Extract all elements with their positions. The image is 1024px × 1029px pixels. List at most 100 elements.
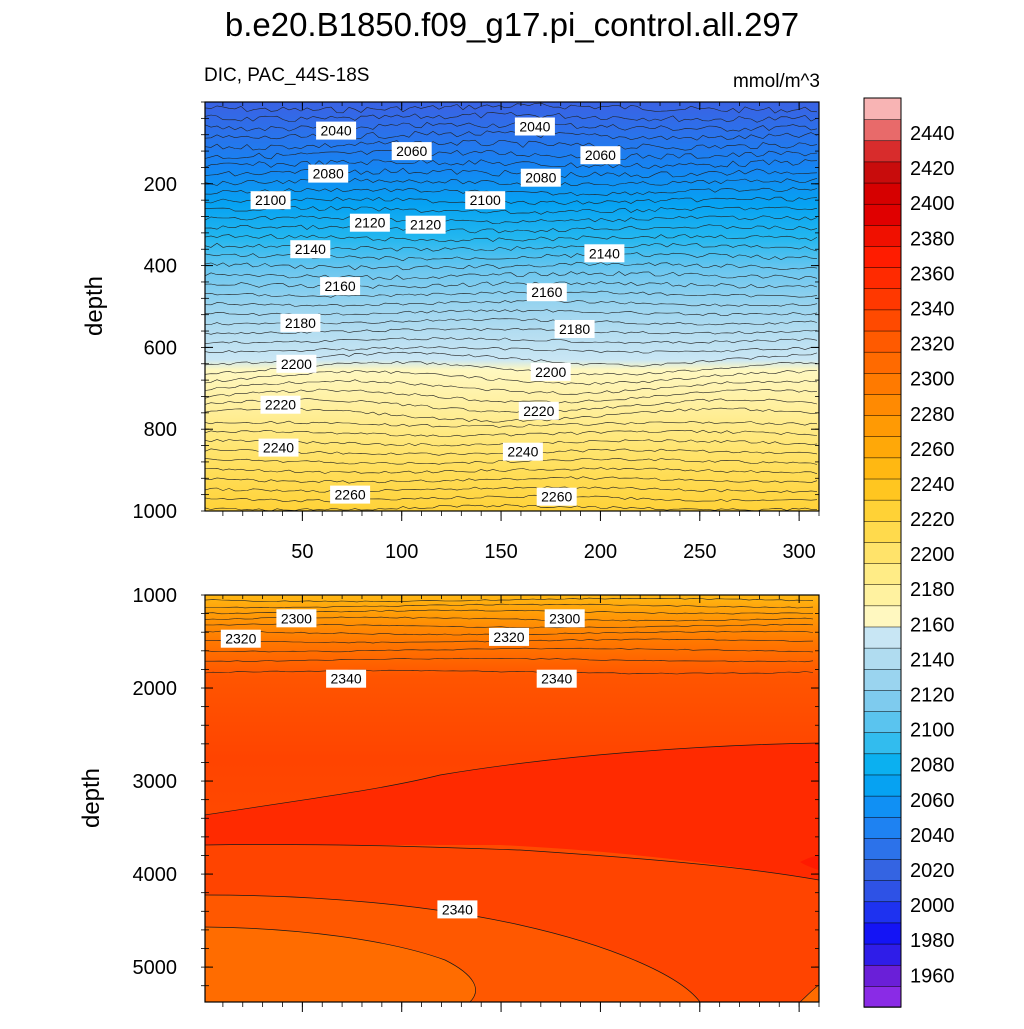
- contour-label-text: 2220: [265, 397, 296, 413]
- colorbar-tick-label: 2440: [910, 123, 955, 145]
- contour-line: [205, 111, 818, 123]
- contour-line: [205, 149, 818, 160]
- contour-line: [205, 234, 818, 243]
- contour-line: [205, 346, 817, 354]
- colorbar-swatch: [863, 774, 902, 797]
- contour-line: [205, 205, 818, 215]
- colorbar-tick-label: 1960: [910, 965, 955, 987]
- contour-label: 2340: [437, 900, 478, 919]
- contour-line: [205, 139, 818, 151]
- colorbar-swatch: [863, 816, 902, 839]
- contour-line: [205, 467, 818, 474]
- contour-label-box: [349, 213, 390, 232]
- colorbar-tick-label: 2040: [910, 825, 955, 847]
- contour-label-box: [536, 487, 577, 506]
- colorbar-swatch: [863, 203, 902, 226]
- contour-label-text: 2260: [541, 489, 572, 505]
- contour-line: [205, 844, 819, 881]
- contour-label: 2060: [580, 146, 621, 165]
- lower-panel-frame: [204, 594, 820, 1003]
- colorbar-tick-label: 2240: [910, 474, 955, 496]
- contour-label-text: 2160: [325, 278, 356, 294]
- contour-label: 2300: [544, 609, 585, 628]
- colorbar-tick-label: 2280: [910, 404, 955, 426]
- contour-label: 2120: [405, 215, 446, 234]
- colorbar-tick-label: 2140: [910, 649, 955, 671]
- contour-label-box: [437, 900, 478, 919]
- contour-line: [205, 215, 818, 225]
- colorbar-swatch: [863, 795, 902, 818]
- colorbar-tick-label: 2360: [910, 263, 955, 285]
- upper-contour-labels: 2040 2040 2060 2060 2080 2080 2100 2100 2120 2120…: [250, 117, 625, 506]
- contour-label: 2080: [520, 168, 561, 187]
- contour-line: [205, 894, 701, 1002]
- upper-panel-frame: [204, 101, 820, 512]
- contour-label-box: [316, 121, 357, 140]
- contour-label-box: [584, 244, 625, 263]
- contour-label-text: 2080: [313, 166, 344, 182]
- contour-label: 2300: [276, 609, 317, 628]
- colorbar-swatch: [863, 837, 902, 860]
- contour-label: 2100: [250, 191, 291, 210]
- contour-line: [205, 420, 818, 428]
- colorbar-tick-label: 2220: [910, 509, 955, 531]
- contour-line: [205, 429, 818, 437]
- colorbar-tick-label: 2260: [910, 439, 955, 461]
- contour-line: [205, 327, 818, 335]
- colorbar-swatch: [863, 731, 902, 755]
- colorbar-swatch: [863, 668, 902, 691]
- units-subtitle: mmol/m^3: [733, 71, 820, 92]
- colorbar-swatch: [863, 605, 902, 628]
- contour-label-box: [258, 438, 299, 457]
- contour-line: [205, 121, 818, 132]
- contour-label: 2180: [280, 313, 321, 332]
- contour-line: [205, 647, 814, 653]
- contour-line: [205, 261, 818, 271]
- x-tick-label: 200: [584, 541, 617, 563]
- colorbar-tick-label: 2120: [910, 685, 955, 707]
- x-tick-label: 50: [291, 541, 313, 563]
- contour-line: [205, 388, 818, 404]
- colorbar-swatch: [863, 922, 902, 945]
- contour-line: [205, 407, 818, 423]
- contour-label: 2040: [514, 117, 555, 136]
- y-tick-label: 3000: [133, 771, 178, 793]
- colorbar-swatch: [863, 245, 902, 268]
- colorbar-swatch: [863, 943, 902, 966]
- colorbar-swatch: [863, 330, 902, 353]
- contour-label-box: [326, 669, 367, 688]
- contour-line: [205, 102, 818, 114]
- contour-label-box: [250, 191, 291, 210]
- contour-label-box: [514, 117, 555, 136]
- y-tick-label: 5000: [133, 957, 178, 979]
- upper-axis-ticks: 200 400 600 800 1000 50 100 150 200 250 300: [133, 101, 820, 563]
- contour-line: [205, 130, 818, 141]
- colorbar-swatch: [863, 351, 902, 374]
- contour-label-text: 2240: [507, 444, 538, 460]
- contour-line: [205, 597, 814, 603]
- colorbar-swatch: [863, 140, 902, 163]
- colorbar-swatch: [863, 689, 902, 712]
- colorbar-swatch: [863, 964, 902, 987]
- colorbar-swatch: [863, 541, 902, 564]
- colorbar-swatch: [863, 562, 902, 585]
- y-tick-label: 600: [144, 337, 177, 359]
- colorbar-swatch: [863, 97, 902, 120]
- colorbar-swatch: [863, 266, 902, 290]
- contour-label: 2140: [584, 244, 625, 263]
- colorbar-tick-label: 2020: [910, 860, 955, 882]
- contour-label-box: [554, 320, 595, 338]
- colorbar-swatch: [863, 288, 902, 311]
- contour-label-text: 2340: [541, 671, 572, 687]
- colorbar-tick-label: 2300: [910, 369, 955, 391]
- contour-label: 2160: [320, 277, 361, 296]
- contour-line: [205, 271, 818, 280]
- contour-label-box: [489, 627, 529, 646]
- contour-label-text: 2140: [589, 245, 620, 261]
- contour-label-box: [530, 362, 571, 381]
- contour-label-text: 2200: [535, 364, 566, 380]
- contour-label-box: [526, 283, 567, 302]
- contour-line: [205, 224, 818, 234]
- contour-label-text: 2100: [255, 192, 286, 208]
